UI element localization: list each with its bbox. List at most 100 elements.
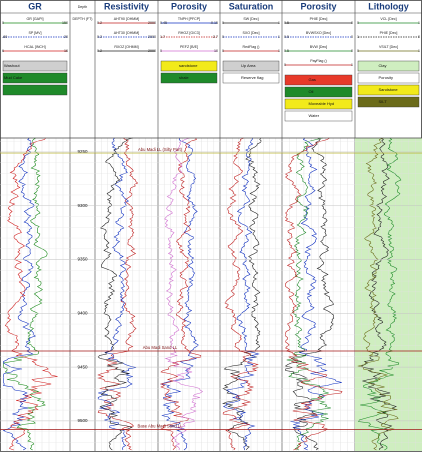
legend-swatch xyxy=(2,84,68,96)
depth-label: 9250 xyxy=(77,149,88,154)
scale-min: 0.2 xyxy=(97,21,102,25)
legend-swatch xyxy=(284,98,353,110)
curve-name: VSILT [Dec] xyxy=(379,45,398,49)
curve-name: PHIE [Dec] xyxy=(310,17,328,21)
curve-name: VCL [Dec] xyxy=(380,17,396,21)
log-curve xyxy=(361,137,397,451)
scale-min: 0 xyxy=(222,49,224,53)
curve-name: BVWSXO [Dec] xyxy=(306,31,331,35)
curve-name: DEPTH (FT) xyxy=(73,17,93,21)
scale-max: 1 xyxy=(418,49,420,53)
legend-swatch xyxy=(357,84,420,96)
scale-min: 0 xyxy=(222,35,224,39)
log-curve xyxy=(97,137,139,451)
legend-swatch xyxy=(2,72,68,84)
log-curve xyxy=(4,137,58,451)
legend-swatch xyxy=(357,60,420,72)
scale-min: 0.5 xyxy=(284,35,289,39)
curve-name: RHOZ [G/C3] xyxy=(178,31,200,35)
log-curve xyxy=(357,137,402,451)
log-curve xyxy=(3,137,48,451)
track-title: Porosity xyxy=(300,1,336,11)
scale-max: 0 xyxy=(351,35,353,39)
log-curve xyxy=(164,137,204,451)
log-curve xyxy=(222,137,260,451)
depth-label: 9450 xyxy=(77,364,88,369)
scale-min: 0 xyxy=(357,21,359,25)
log-curve xyxy=(290,137,342,451)
log-curve xyxy=(222,137,259,451)
scale-min: -80 xyxy=(2,35,7,39)
scale-max: 1 xyxy=(351,63,353,67)
log-curve xyxy=(222,137,262,451)
scale-min: 0.5 xyxy=(284,49,289,53)
scale-min: 0 xyxy=(2,21,4,25)
legend-label: Water xyxy=(309,113,320,118)
scale-max: 2000 xyxy=(148,35,156,39)
legend-swatch xyxy=(222,72,280,84)
scale-min: 0.5 xyxy=(284,21,289,25)
curve-name: RXOZ [OHMM] xyxy=(114,45,138,49)
log-curve xyxy=(2,137,36,451)
scale-min: 0.2 xyxy=(97,49,102,53)
curve-name: PHIE [Dec] xyxy=(380,31,398,35)
track-title: Lithology xyxy=(368,1,409,11)
log-curve xyxy=(159,137,199,451)
depth-label: 9400 xyxy=(77,311,88,316)
legend-label: Oil xyxy=(309,89,314,94)
legend-label: SILT xyxy=(379,99,388,104)
scale-min: 6 xyxy=(2,49,4,53)
curve-name: SP [MV] xyxy=(28,31,41,35)
log-curve xyxy=(97,137,137,451)
log-curve xyxy=(97,137,133,451)
curve-name: PayFlag () xyxy=(310,59,327,63)
legend-label: Gas xyxy=(309,77,316,82)
curve-name: SW [Dec] xyxy=(243,17,258,21)
scale-max: 2.7 xyxy=(213,35,218,39)
legend-label: Moveable Hyd xyxy=(309,101,335,106)
legend-swatch xyxy=(284,110,353,122)
legend-swatch xyxy=(284,86,353,98)
scale-min: 0 xyxy=(222,21,224,25)
scale-min: 0 xyxy=(357,49,359,53)
legend-label: Washout xyxy=(4,63,21,68)
legend-label: Sandstone xyxy=(379,87,399,92)
curve-name: AHT30 [OHMM] xyxy=(114,31,140,35)
scale-max: 0 xyxy=(351,21,353,25)
scale-max: 1 xyxy=(418,21,420,25)
legend-swatch xyxy=(357,96,420,108)
scale-max: 10 xyxy=(214,49,218,53)
scale-max: -0.15 xyxy=(210,21,218,25)
scale-min: 1.7 xyxy=(160,35,165,39)
scale-max: 0 xyxy=(351,49,353,53)
formation-name: Base Abu Madi Sand LL xyxy=(138,424,184,429)
formation-name: Abu Madi Sand LL xyxy=(143,345,178,350)
scale-min: 0 xyxy=(284,63,286,67)
log-curve xyxy=(357,137,399,451)
curve-name: BVW [Dec] xyxy=(310,45,328,49)
legend-swatch xyxy=(160,60,218,72)
log-curve xyxy=(284,137,343,451)
log-curve xyxy=(160,137,202,451)
legend-label: Up Area xyxy=(241,63,256,68)
legend-label: Clay xyxy=(379,63,387,68)
track-title: Saturation xyxy=(229,1,274,11)
legend-label: Mud Cake xyxy=(4,75,23,80)
curve-name: GR [GAPI] xyxy=(27,17,44,21)
scale-max: 2000 xyxy=(148,21,156,25)
legend-swatch xyxy=(357,72,420,84)
legend-swatch xyxy=(222,60,280,72)
scale-max: 16 xyxy=(64,49,68,53)
curve-name: PEFZ [B/E] xyxy=(180,45,198,49)
legend-label: shale xyxy=(179,75,189,80)
scale-min: 0 xyxy=(160,49,162,53)
log-curve xyxy=(284,137,335,451)
track-title: Depth xyxy=(78,5,88,9)
scale-max: 0 xyxy=(418,35,420,39)
scale-max: 2000 xyxy=(148,49,156,53)
depth-label: 9350 xyxy=(77,257,88,262)
curve-name: SXO [Dec] xyxy=(243,31,260,35)
track-title: Resistivity xyxy=(104,1,149,11)
legend-label: Porosity xyxy=(379,75,393,80)
formation-name: Abu Madi LL (Silty Part) xyxy=(138,147,183,152)
